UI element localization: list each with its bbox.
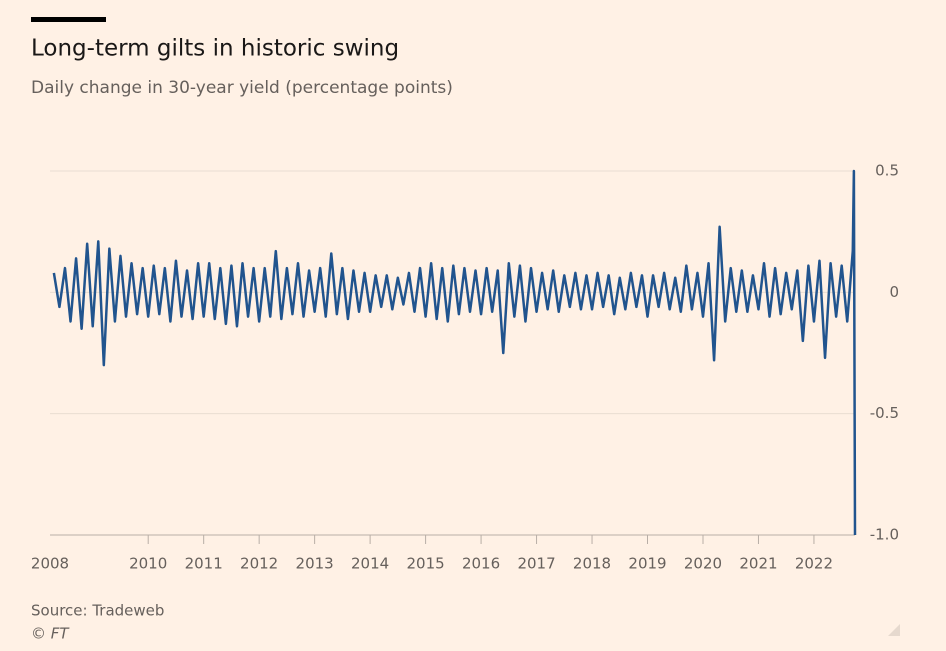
x-tick-label: 2020 xyxy=(684,555,722,573)
x-tick-label: 2017 xyxy=(517,555,555,573)
credit: © FT xyxy=(31,625,70,643)
x-tick-label: 2013 xyxy=(296,555,334,573)
y-tick-label: -0.5 xyxy=(870,404,899,422)
series-line xyxy=(52,169,857,536)
x-tick-label: 2012 xyxy=(240,555,278,573)
y-tick-label: 0 xyxy=(889,283,899,301)
x-tick-label: 2015 xyxy=(406,555,444,573)
x-tick-label: 2008 xyxy=(31,555,69,573)
resize-icon xyxy=(888,624,900,636)
x-tick-label: 2021 xyxy=(739,555,777,573)
x-tick-label: 2014 xyxy=(351,555,389,573)
chart-subtitle: Daily change in 30-year yield (percentag… xyxy=(31,78,453,98)
x-tick-label: 2022 xyxy=(795,555,833,573)
brand-bar xyxy=(31,17,106,22)
y-tick-label: 0.5 xyxy=(875,162,899,180)
x-tick-label: 2019 xyxy=(628,555,666,573)
x-tick-label: 2011 xyxy=(185,555,223,573)
x-tick-label: 2016 xyxy=(462,555,500,573)
y-tick-label: -1.0 xyxy=(870,526,899,544)
source: Source: Tradeweb xyxy=(31,602,164,620)
x-tick-label: 2010 xyxy=(129,555,167,573)
x-tick-label: 2018 xyxy=(573,555,611,573)
chart-title: Long-term gilts in historic swing xyxy=(31,36,399,62)
